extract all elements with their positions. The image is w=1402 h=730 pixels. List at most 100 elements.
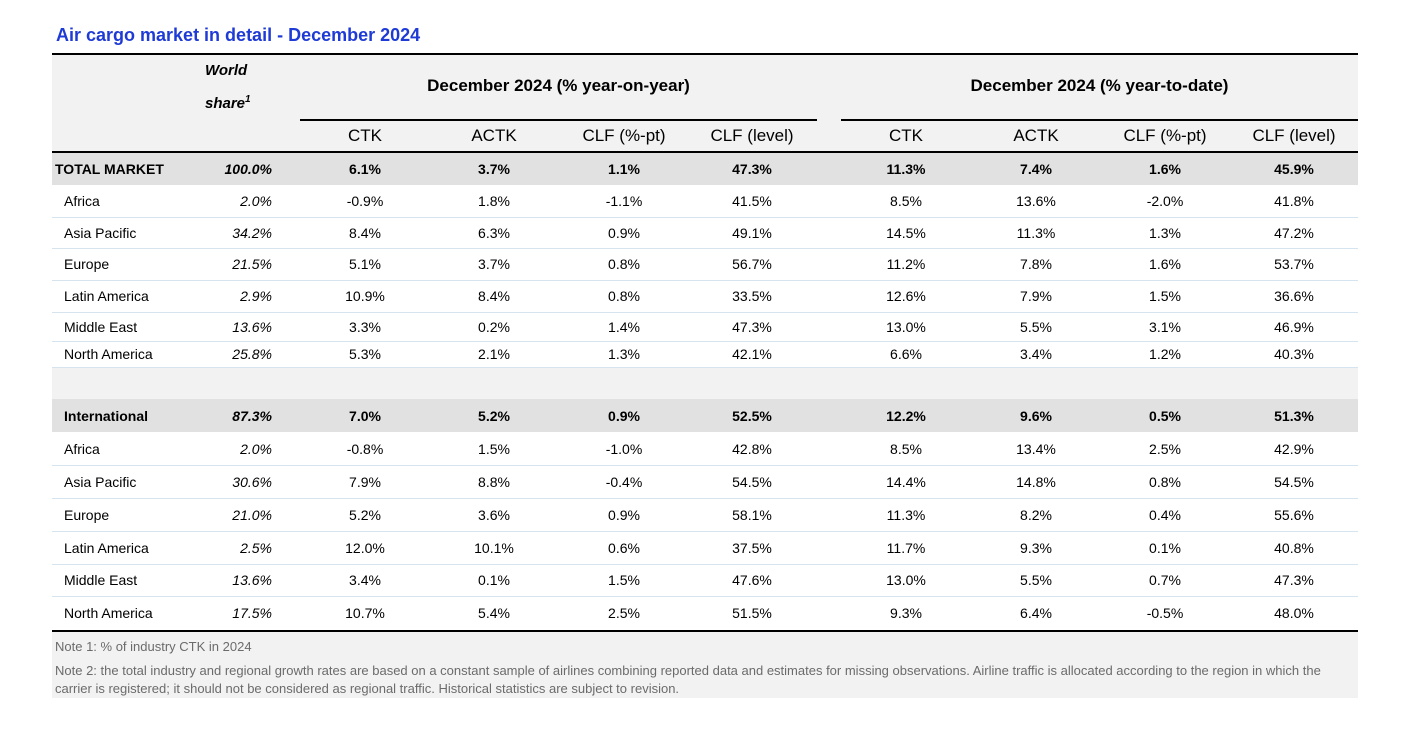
table-row: Asia Pacific 34.2% 8.4% 6.3% 0.9% 49.1% 14.5% 1… xyxy=(52,217,1358,249)
world-share-cell: 21.5% xyxy=(232,256,272,272)
world-share-cell: 21.0% xyxy=(232,506,272,523)
value-cell: 8.2% xyxy=(1020,506,1052,523)
value-cell: 7.9% xyxy=(1020,288,1052,304)
world-share-cell: 34.2% xyxy=(232,224,272,241)
column-header-ctk-ytd: CTK xyxy=(889,126,923,145)
row-label: Europe xyxy=(64,506,110,523)
world-share-cell: 87.3% xyxy=(232,407,272,424)
value-cell: 47.2% xyxy=(1274,224,1314,241)
value-cell: 0.1% xyxy=(478,572,510,588)
column-header-actk-ytd: ACTK xyxy=(1013,126,1059,145)
international-row: International 87.3% 7.0% 5.2% 0.9% 52.5% 12.2%… xyxy=(52,399,1358,432)
notes-background xyxy=(52,632,1358,698)
value-cell: 11.7% xyxy=(886,539,926,556)
value-cell: 9.3% xyxy=(1020,539,1052,556)
value-cell: 3.7% xyxy=(478,161,510,177)
value-cell: 10.7% xyxy=(345,604,385,621)
row-label: Middle East xyxy=(64,318,138,335)
value-cell: 0.1% xyxy=(1149,539,1181,556)
value-cell: 5.1% xyxy=(349,256,381,272)
value-cell: 5.3% xyxy=(349,346,381,362)
column-header-actk-yoy: ACTK xyxy=(471,126,517,145)
value-cell: 11.3% xyxy=(886,506,926,523)
value-cell: 2.5% xyxy=(608,604,640,621)
row-label: TOTAL MARKET xyxy=(55,161,164,177)
value-cell: 8.8% xyxy=(478,473,510,490)
column-header-clf-level-ytd: CLF (level) xyxy=(1252,126,1336,145)
value-cell: -1.0% xyxy=(605,440,643,457)
value-cell: 1.5% xyxy=(608,572,640,588)
value-cell: 47.3% xyxy=(732,318,772,335)
value-cell: 37.5% xyxy=(732,539,772,556)
value-cell: 5.4% xyxy=(478,604,510,621)
value-cell: 56.7% xyxy=(732,256,772,272)
value-cell: 55.6% xyxy=(1274,506,1314,523)
value-cell: 1.8% xyxy=(478,193,510,209)
value-cell: 13.4% xyxy=(1016,440,1056,457)
world-share-cell: 2.0% xyxy=(240,193,272,209)
value-cell: 58.1% xyxy=(732,506,772,523)
value-cell: 0.8% xyxy=(608,256,640,272)
value-cell: 0.8% xyxy=(608,288,640,304)
value-cell: 11.3% xyxy=(1016,224,1056,241)
value-cell: 14.5% xyxy=(886,224,926,241)
row-label: International xyxy=(64,407,149,424)
table-title: Air cargo market in detail - December 20… xyxy=(56,25,421,45)
value-cell: 3.4% xyxy=(349,572,381,588)
value-cell: 12.2% xyxy=(886,407,926,424)
value-cell: 14.4% xyxy=(886,473,926,490)
table-row: Asia Pacific 30.6% 7.9% 8.8% -0.4% 54.5% 14.4%… xyxy=(52,465,1358,499)
value-cell: 1.6% xyxy=(1149,161,1181,177)
value-cell: 14.8% xyxy=(1016,473,1056,490)
value-cell: 8.5% xyxy=(890,440,922,457)
value-cell: 0.7% xyxy=(1149,572,1181,588)
value-cell: 0.9% xyxy=(608,407,640,424)
world-share-cell: 2.0% xyxy=(240,440,272,457)
value-cell: 1.6% xyxy=(1149,256,1181,272)
column-header-ctk-yoy: CTK xyxy=(348,126,382,145)
world-share-header-line2: share1 xyxy=(205,94,251,112)
value-cell: 1.4% xyxy=(608,318,640,335)
value-cell: 51.3% xyxy=(1274,407,1314,424)
value-cell: 10.1% xyxy=(474,539,514,556)
value-cell: 41.5% xyxy=(732,193,772,209)
value-cell: 6.3% xyxy=(478,224,510,241)
value-cell: 5.5% xyxy=(1020,572,1052,588)
value-cell: 0.5% xyxy=(1149,407,1181,424)
value-cell: 6.1% xyxy=(349,161,381,177)
value-cell: 3.3% xyxy=(349,318,381,335)
value-cell: 8.5% xyxy=(890,193,922,209)
value-cell: 49.1% xyxy=(732,224,772,241)
yoy-group-rule xyxy=(300,119,817,121)
top-rule xyxy=(52,53,1358,55)
value-cell: 0.2% xyxy=(478,318,510,335)
value-cell: 3.1% xyxy=(1149,318,1181,335)
column-header-clf-pt-ytd: CLF (%-pt) xyxy=(1123,126,1207,145)
value-cell: -0.9% xyxy=(346,193,384,209)
table-row: Africa 2.0% -0.9% 1.8% -1.1% 41.5% 8.5% 13.6% -2… xyxy=(52,185,1358,218)
row-label: Latin America xyxy=(64,288,149,304)
table-row: Europe 21.5% 5.1% 3.7% 0.8% 56.7% 11.2% 7.8% 1.6… xyxy=(52,248,1358,281)
value-cell: 47.6% xyxy=(732,572,772,588)
value-cell: 1.5% xyxy=(478,440,510,457)
value-cell: 46.9% xyxy=(1274,318,1314,335)
value-cell: 1.3% xyxy=(1149,224,1181,241)
row-label: Africa xyxy=(64,440,100,457)
value-cell: 10.9% xyxy=(345,288,385,304)
world-share-label: share xyxy=(205,95,246,112)
world-share-cell: 25.8% xyxy=(232,346,272,362)
value-cell: 41.8% xyxy=(1274,193,1314,209)
bottom-rule xyxy=(52,630,1358,632)
value-cell: 13.0% xyxy=(886,572,926,588)
value-cell: 42.1% xyxy=(732,346,772,362)
value-cell: 1.2% xyxy=(1149,346,1181,362)
row-label: Europe xyxy=(64,256,110,272)
world-share-cell: 2.5% xyxy=(240,539,272,556)
group-header-yoy: December 2024 (% year-on-year) xyxy=(427,76,690,95)
value-cell: -0.4% xyxy=(605,473,643,490)
world-share-header-line1: World xyxy=(205,62,248,79)
value-cell: 0.9% xyxy=(608,506,640,523)
table-row: Africa 2.0% -0.8% 1.5% -1.0% 42.8% 8.5% 13.4% 2.… xyxy=(52,432,1358,466)
value-cell: 13.6% xyxy=(1016,193,1056,209)
world-share-cell: 17.5% xyxy=(232,604,272,621)
